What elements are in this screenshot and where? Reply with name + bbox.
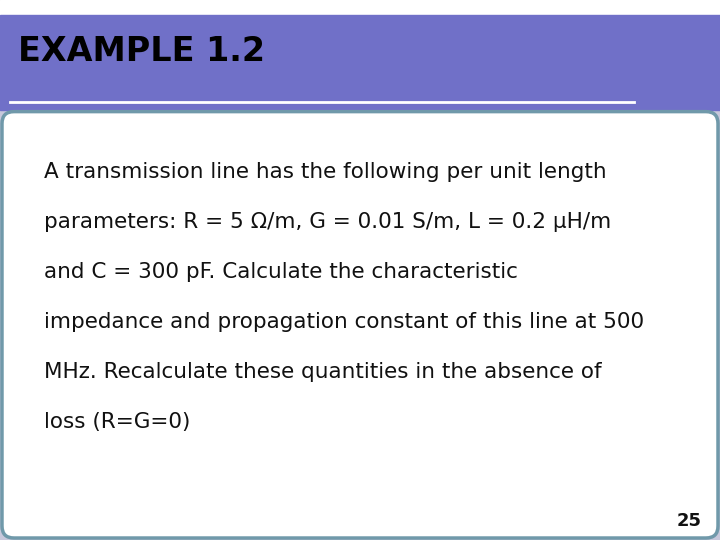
Text: MHz. Recalculate these quantities in the absence of: MHz. Recalculate these quantities in the… <box>44 362 602 382</box>
Bar <box>0 15 720 110</box>
Bar <box>0 0 720 15</box>
Text: EXAMPLE 1.2: EXAMPLE 1.2 <box>18 35 265 68</box>
Text: 25: 25 <box>677 512 702 530</box>
Text: impedance and propagation constant of this line at 500: impedance and propagation constant of th… <box>44 312 644 332</box>
Text: parameters: R = 5 Ω/m, G = 0.01 S/m, L = 0.2 μH/m: parameters: R = 5 Ω/m, G = 0.01 S/m, L =… <box>44 212 611 232</box>
Text: and C = 300 pF. Calculate the characteristic: and C = 300 pF. Calculate the characteri… <box>44 261 518 282</box>
FancyBboxPatch shape <box>2 112 718 538</box>
Text: A transmission line has the following per unit length: A transmission line has the following pe… <box>44 161 607 181</box>
Text: loss (R=G=0): loss (R=G=0) <box>44 411 190 431</box>
